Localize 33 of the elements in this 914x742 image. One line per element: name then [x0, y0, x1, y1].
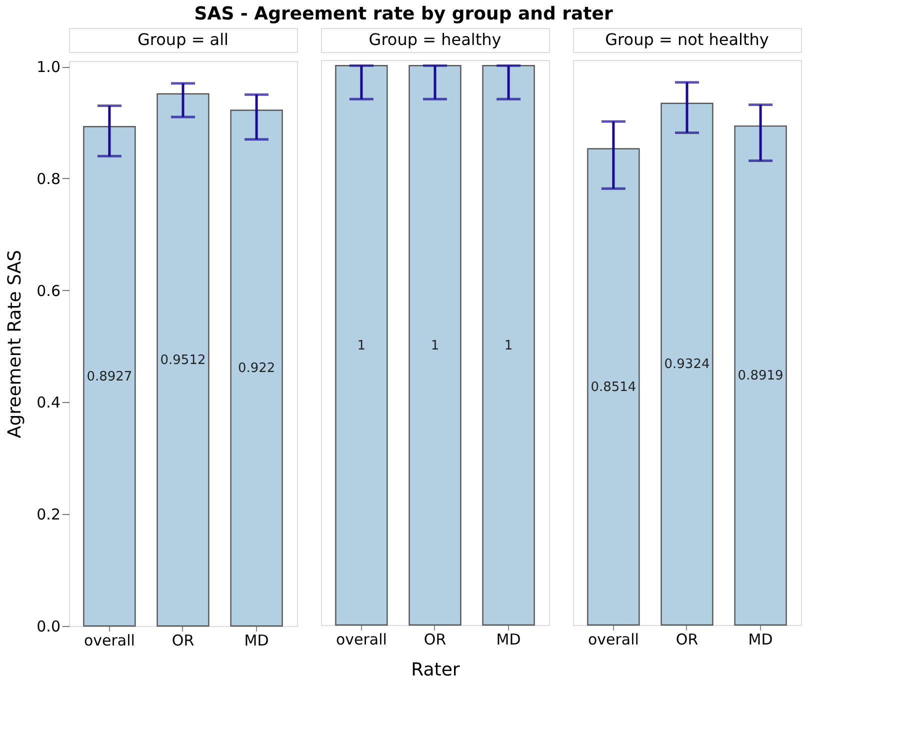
data-label: 1 [430, 338, 440, 354]
x-tick-label: OR [676, 630, 698, 648]
y-tick-label: 0.4 [36, 394, 60, 412]
data-label: 0.8514 [590, 380, 636, 395]
x-tick-label: OR [172, 632, 194, 650]
text: SAS - Agreement rate by group and rater [194, 4, 613, 24]
y-tick-label: 0.0 [36, 618, 60, 636]
x-tick-label: overall [588, 630, 639, 648]
y-tick-label: 0.6 [36, 282, 60, 300]
x-tick-label: MD [748, 630, 773, 648]
data-label: 1 [504, 338, 513, 354]
chart-subtitle: Group = all [138, 30, 228, 49]
x-tick-label: MD [496, 630, 521, 648]
chart-subtitle: Group = not healthy [605, 30, 769, 49]
data-label: 0.8927 [86, 369, 132, 384]
data-label: 0.9512 [160, 352, 206, 368]
data-label: 1 [357, 338, 366, 354]
x-axis-title: Rater [411, 660, 460, 680]
y-tick-label: 0.8 [36, 170, 60, 188]
y-tick-label: 1.0 [36, 58, 60, 76]
data-label: 0.922 [238, 361, 276, 376]
x-tick-label: overall [84, 632, 135, 650]
chart-subtitle: Group = healthy [368, 30, 502, 49]
x-tick-label: MD [244, 632, 269, 650]
y-tick-label: 0.2 [36, 506, 60, 524]
data-label: 0.9324 [664, 357, 710, 372]
header-strip: Group = healthy [321, 28, 550, 53]
header-strip: Group = all [69, 28, 298, 53]
data-label: 0.8919 [738, 368, 784, 384]
header-strip: Group = not healthy [573, 28, 802, 53]
x-tick-label: overall [336, 630, 387, 648]
x-tick-label: OR [424, 630, 446, 648]
y-axis-title: Agreement Rate SAS [4, 250, 26, 438]
